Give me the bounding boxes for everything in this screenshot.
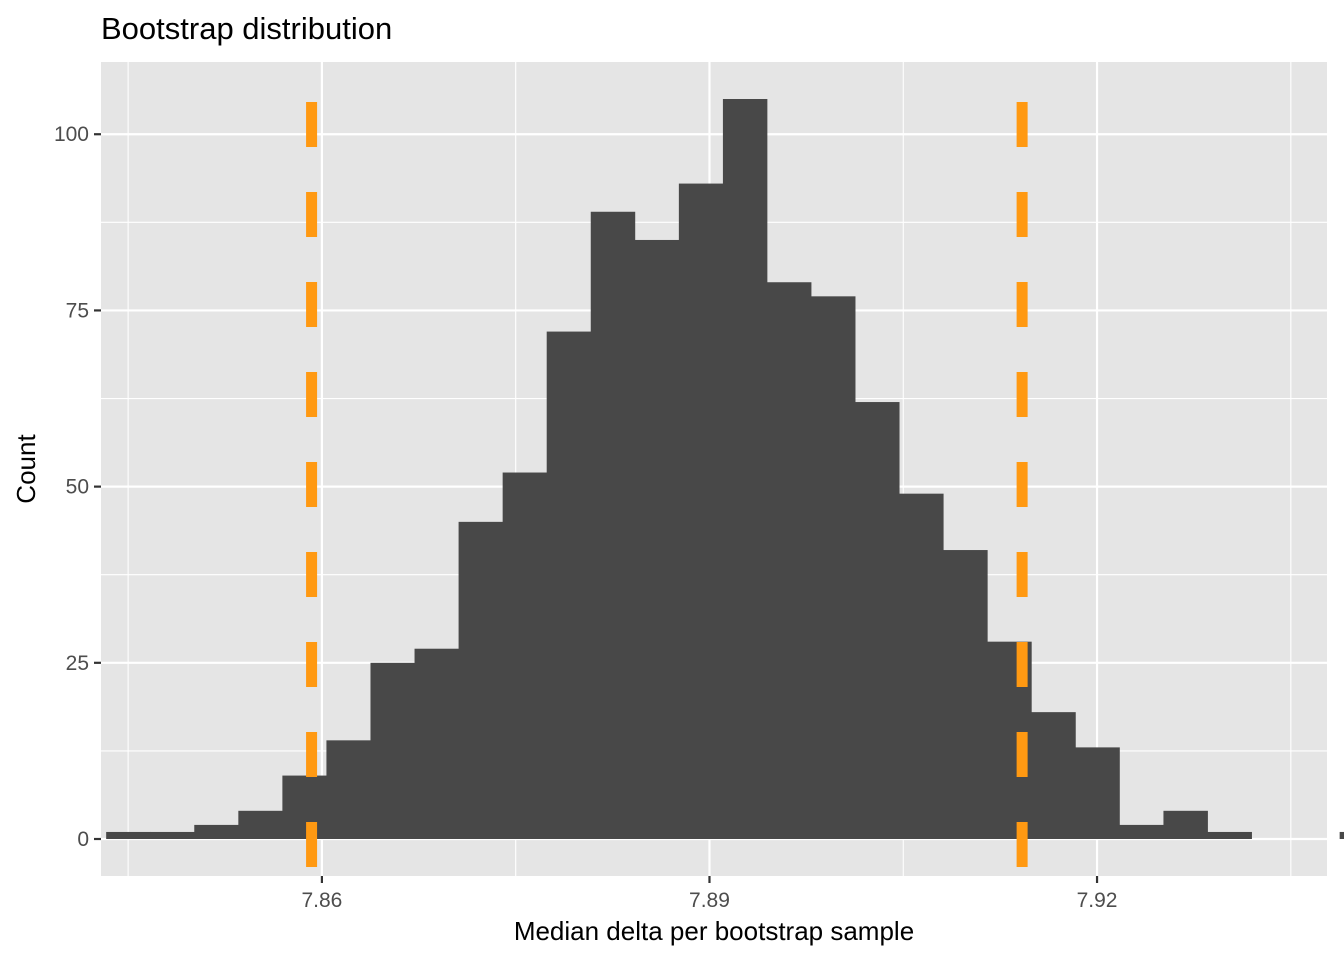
y-tick-label: 100 xyxy=(54,123,89,146)
histogram-bar xyxy=(1339,831,1344,839)
histogram-bar xyxy=(546,331,592,839)
y-tick-label: 25 xyxy=(66,652,89,675)
histogram-bar xyxy=(414,648,459,839)
histogram-bar xyxy=(370,662,415,839)
histogram-bar xyxy=(1119,824,1164,839)
histogram-bar xyxy=(106,831,151,839)
histogram-bar xyxy=(1075,747,1120,839)
histogram-bar xyxy=(458,521,504,839)
y-axis-title: Count xyxy=(11,434,41,504)
histogram-bar xyxy=(282,775,327,839)
histogram-bar xyxy=(943,550,988,839)
histogram-bar xyxy=(194,824,239,839)
histogram-bar xyxy=(238,810,283,839)
histogram-bar xyxy=(1207,831,1252,839)
histogram-bar xyxy=(899,493,944,839)
histogram-bar xyxy=(150,831,195,839)
histogram-bar xyxy=(502,472,548,839)
x-tick-label: 7.89 xyxy=(689,889,730,912)
x-tick-label: 7.86 xyxy=(301,889,342,912)
y-tick-label: 0 xyxy=(77,828,89,851)
y-axis: 0 25 50 75 100 xyxy=(54,123,101,851)
x-axis: 7.86 7.89 7.92 xyxy=(301,876,1117,912)
histogram-bar xyxy=(811,296,856,839)
y-tick-label: 75 xyxy=(66,299,89,322)
histogram-bar xyxy=(634,239,680,839)
x-tick-label: 7.92 xyxy=(1077,889,1118,912)
y-tick-label: 50 xyxy=(66,476,89,499)
histogram-bar xyxy=(590,211,636,839)
histogram-bar xyxy=(678,183,724,840)
histogram-bar xyxy=(722,99,768,839)
confidence-interval-lines xyxy=(306,62,1028,876)
histogram-bar xyxy=(1031,712,1076,839)
histogram-bar xyxy=(766,282,812,839)
x-axis-title: Median delta per bootstrap sample xyxy=(514,916,914,946)
histogram-bar xyxy=(855,402,900,839)
chart-title: Bootstrap distribution xyxy=(101,11,392,46)
histogram-bar xyxy=(1163,810,1208,839)
histogram-bar xyxy=(326,740,371,839)
